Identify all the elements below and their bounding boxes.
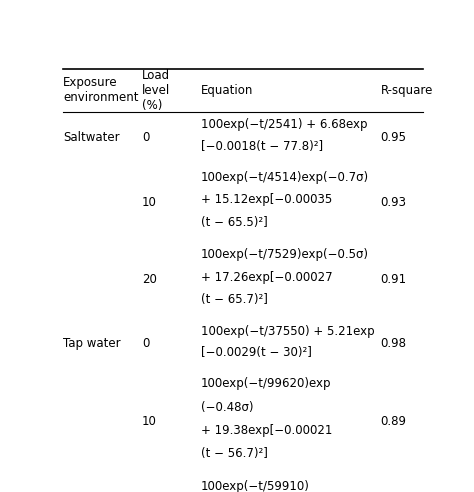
Text: + 17.26exp[−0.00027: + 17.26exp[−0.00027 xyxy=(201,271,332,284)
Text: 0.95: 0.95 xyxy=(381,131,407,144)
Text: + 15.12exp[−0.00035: + 15.12exp[−0.00035 xyxy=(201,193,332,207)
Text: (t − 56.7)²]: (t − 56.7)²] xyxy=(201,448,267,461)
Text: Equation: Equation xyxy=(201,84,253,97)
Text: 100exp(−t/37550) + 5.21exp: 100exp(−t/37550) + 5.21exp xyxy=(201,325,374,338)
Text: 0.98: 0.98 xyxy=(381,338,407,350)
Text: 10: 10 xyxy=(142,415,157,428)
Text: 0.93: 0.93 xyxy=(381,196,407,209)
Text: 20: 20 xyxy=(142,273,157,286)
Text: 100exp(−t/7529)exp(−0.5σ): 100exp(−t/7529)exp(−0.5σ) xyxy=(201,248,369,261)
Text: R-square: R-square xyxy=(381,84,433,97)
Text: 10: 10 xyxy=(142,196,157,209)
Text: 0: 0 xyxy=(142,338,149,350)
Text: Exposure
environment: Exposure environment xyxy=(63,76,138,104)
Text: (t − 65.7)²]: (t − 65.7)²] xyxy=(201,294,267,307)
Text: Saltwater: Saltwater xyxy=(63,131,119,144)
Text: 0: 0 xyxy=(142,131,149,144)
Text: 100exp(−t/59910): 100exp(−t/59910) xyxy=(201,480,310,492)
Text: 100exp(−t/99620)exp: 100exp(−t/99620)exp xyxy=(201,377,331,390)
Text: [−0.0029(t − 30)²]: [−0.0029(t − 30)²] xyxy=(201,346,311,359)
Text: 100exp(−t/4514)exp(−0.7σ): 100exp(−t/4514)exp(−0.7σ) xyxy=(201,171,369,184)
Text: 0.91: 0.91 xyxy=(381,273,407,286)
Text: Tap water: Tap water xyxy=(63,338,120,350)
Text: 100exp(−t/2541) + 6.68exp: 100exp(−t/2541) + 6.68exp xyxy=(201,119,367,131)
Text: [−0.0018(t − 77.8)²]: [−0.0018(t − 77.8)²] xyxy=(201,140,323,153)
Text: (t − 65.5)²]: (t − 65.5)²] xyxy=(201,216,267,229)
Text: Load
level
(%): Load level (%) xyxy=(142,69,170,112)
Text: 0.89: 0.89 xyxy=(381,415,407,428)
Text: + 19.38exp[−0.00021: + 19.38exp[−0.00021 xyxy=(201,424,332,437)
Text: (−0.48σ): (−0.48σ) xyxy=(201,400,253,414)
